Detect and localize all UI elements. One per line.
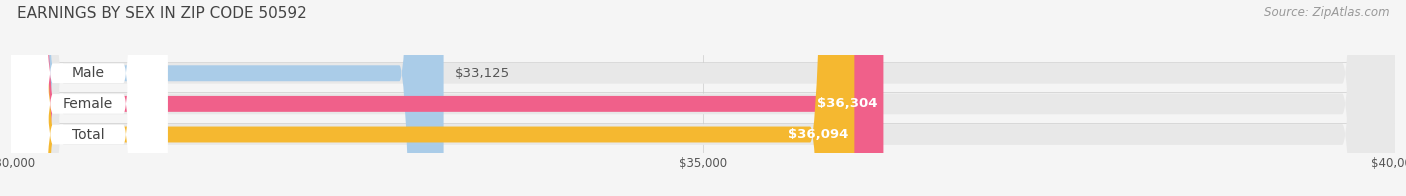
FancyBboxPatch shape: [11, 0, 1395, 196]
Text: Female: Female: [63, 97, 112, 111]
FancyBboxPatch shape: [8, 0, 167, 196]
FancyBboxPatch shape: [11, 0, 855, 196]
FancyBboxPatch shape: [11, 0, 1395, 196]
FancyBboxPatch shape: [11, 0, 883, 196]
Text: Male: Male: [72, 66, 104, 80]
FancyBboxPatch shape: [11, 0, 443, 196]
Text: Total: Total: [72, 128, 104, 142]
FancyBboxPatch shape: [11, 0, 1395, 196]
FancyBboxPatch shape: [8, 0, 167, 196]
Text: Source: ZipAtlas.com: Source: ZipAtlas.com: [1264, 6, 1389, 19]
Text: $36,304: $36,304: [817, 97, 877, 110]
Text: $36,094: $36,094: [789, 128, 849, 141]
Text: EARNINGS BY SEX IN ZIP CODE 50592: EARNINGS BY SEX IN ZIP CODE 50592: [17, 6, 307, 21]
FancyBboxPatch shape: [8, 0, 167, 196]
Text: $33,125: $33,125: [454, 67, 510, 80]
